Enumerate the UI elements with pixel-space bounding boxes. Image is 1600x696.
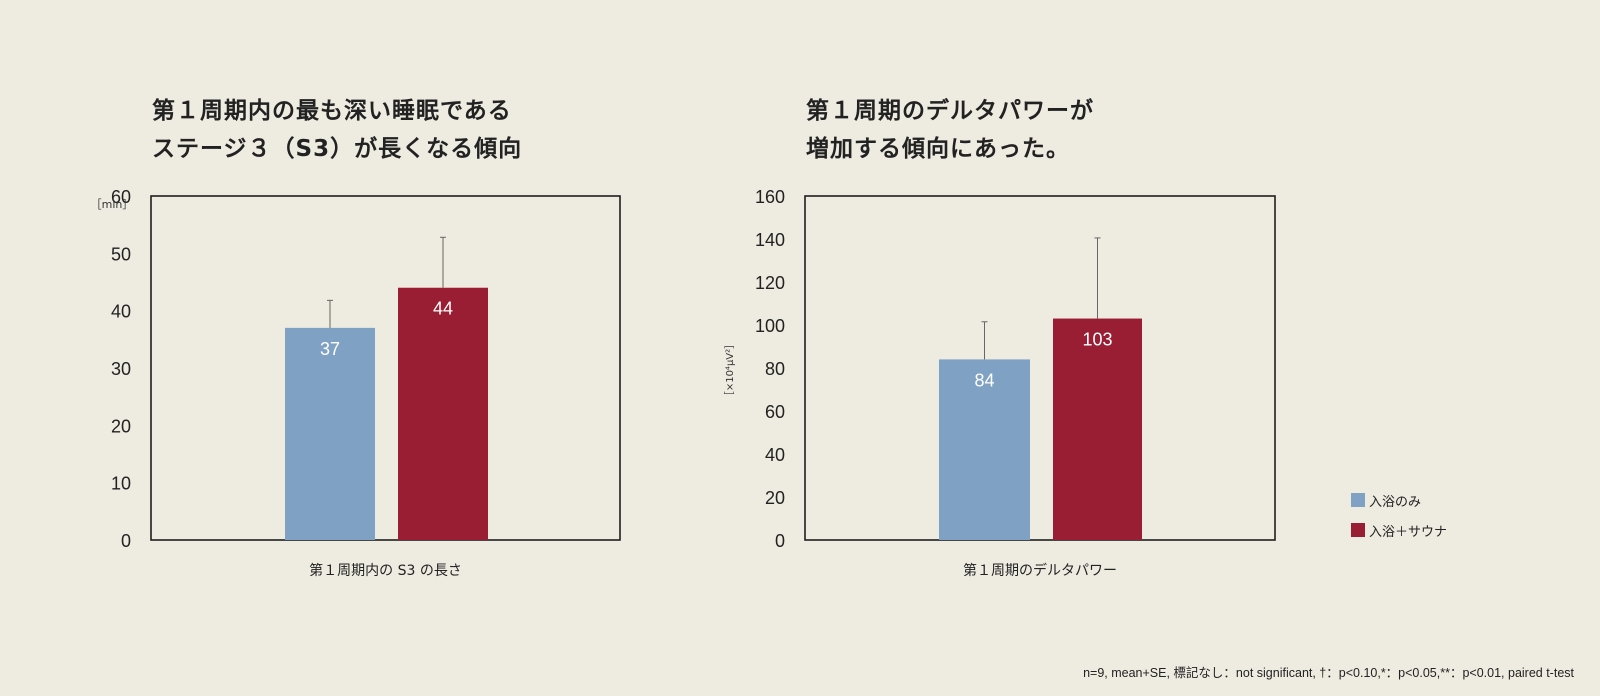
legend-item-bath-only: 入浴のみ xyxy=(1351,491,1447,510)
value-label-bath-sauna: 44 xyxy=(433,299,453,319)
y-tick-label: 60 xyxy=(111,187,131,207)
legend-label-bath-only: 入浴のみ xyxy=(1369,494,1422,510)
legend-label-bath-sauna: 入浴＋サウナ xyxy=(1369,524,1448,540)
y-tick-label: 10 xyxy=(111,474,131,494)
y-tick-label: 120 xyxy=(755,273,785,293)
chart-1-title-line-2: ステージ３（S3）が長くなる傾向 xyxy=(152,136,523,162)
y-tick-label: 140 xyxy=(755,230,785,250)
y-tick-label: 0 xyxy=(121,531,131,551)
x-axis-label: 第１周期内の S3 の長さ xyxy=(309,562,462,579)
y-tick-label: 100 xyxy=(755,316,785,336)
bar-bath-sauna xyxy=(398,287,488,540)
bar-bath-only xyxy=(939,359,1030,540)
plot-frame xyxy=(150,195,621,541)
legend-item-bath-sauna: 入浴＋サウナ xyxy=(1351,521,1448,540)
legend: 入浴のみ 入浴＋サウナ xyxy=(1351,491,1447,551)
chart-1-title-line-1: 第１周期内の最も深い睡眠である xyxy=(152,98,512,124)
y-tick-label: 30 xyxy=(111,359,131,379)
y-tick-label: 20 xyxy=(111,416,131,436)
value-label-bath-only: 84 xyxy=(974,370,994,390)
chart-2-title-line-2: 増加する傾向にあった。 xyxy=(806,136,1070,162)
y-tick-label: 160 xyxy=(755,187,785,207)
footnote: n=9, mean+SE, 標記なし：not significant, †：p<… xyxy=(1083,666,1574,680)
plot-frame xyxy=(804,195,1276,541)
value-label-bath-only: 37 xyxy=(320,339,340,359)
chart-2-title: 第１周期のデルタパワーが 増加する傾向にあった。 xyxy=(806,92,1094,168)
y-tick-label: 60 xyxy=(765,402,785,422)
chart-1-title: 第１周期内の最も深い睡眠である ステージ３（S3）が長くなる傾向 xyxy=(152,92,522,168)
y-tick-label: 0 xyxy=(775,531,785,551)
y-tick-label: 80 xyxy=(765,359,785,379)
y-tick-label: 50 xyxy=(111,244,131,264)
y-axis-unit: ［×10⁴μV²］ xyxy=(724,339,736,401)
y-tick-label: 20 xyxy=(765,488,785,508)
y-tick-label: 40 xyxy=(111,302,131,322)
x-axis-label: 第１周期のデルタパワー xyxy=(963,562,1117,579)
bar-bath-sauna xyxy=(1053,318,1142,540)
legend-swatch-bath-only xyxy=(1351,493,1365,507)
legend-swatch-bath-sauna xyxy=(1351,523,1365,537)
bar-bath-only xyxy=(285,327,375,540)
value-label-bath-sauna: 103 xyxy=(1082,330,1112,350)
chart-2-title-line-1: 第１周期のデルタパワーが xyxy=(806,98,1094,124)
y-tick-label: 40 xyxy=(765,445,785,465)
y-axis-unit: ［min］ xyxy=(91,198,134,211)
